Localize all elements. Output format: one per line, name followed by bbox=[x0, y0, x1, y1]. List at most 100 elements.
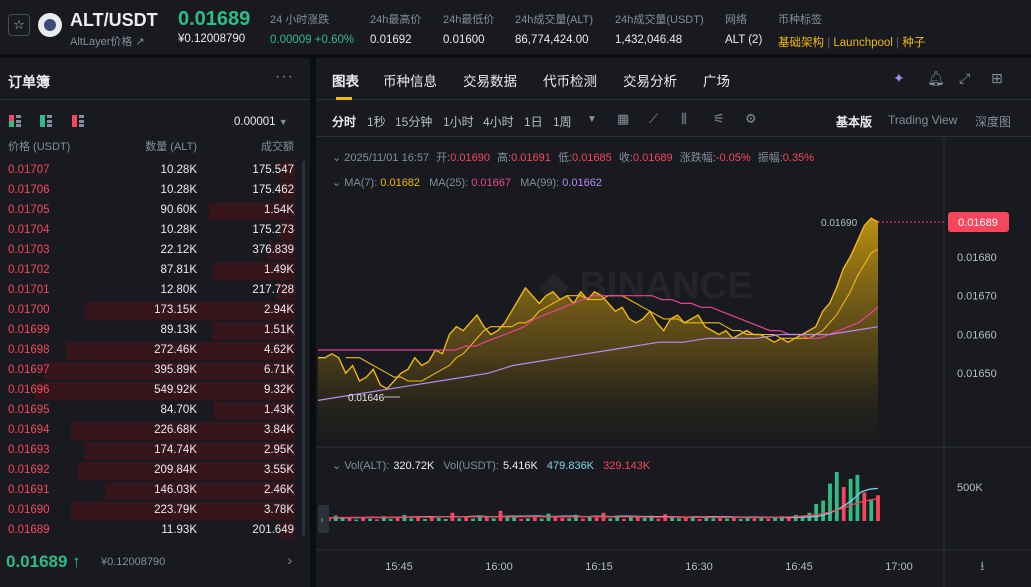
order-book-scrollbar[interactable] bbox=[302, 161, 305, 536]
volume-bar bbox=[773, 517, 777, 521]
precision-select[interactable]: 0.00001 ▼ bbox=[234, 116, 288, 128]
interval-1h[interactable]: 1小时 bbox=[443, 115, 474, 129]
volume-bar bbox=[869, 499, 874, 521]
ask-price: 0.01689 bbox=[8, 524, 50, 536]
pair-title[interactable]: ALT/USDT bbox=[70, 10, 158, 30]
ask-price: 0.01707 bbox=[8, 164, 50, 176]
ask-price: 0.01697 bbox=[8, 364, 50, 376]
tag-infrastructure[interactable]: 基础架构 bbox=[778, 37, 824, 49]
y-tick-label: 0.01680 bbox=[957, 252, 997, 264]
view-basic[interactable]: 基本版 bbox=[836, 115, 873, 129]
ask-qty: 90.60K bbox=[160, 204, 197, 216]
ma25-line bbox=[318, 295, 879, 351]
low-marker-label: 0.01646 bbox=[348, 393, 385, 404]
ai-sparkle-icon[interactable]: ✦ bbox=[893, 70, 905, 86]
ask-row[interactable]: 0.01689 11.93K 201.649 bbox=[0, 521, 310, 541]
tab-trade-analysis[interactable]: 交易分析 bbox=[623, 74, 677, 89]
tab-chart[interactable]: 图表 bbox=[332, 74, 359, 89]
book-mode-both-icon[interactable] bbox=[9, 115, 21, 127]
chevron-right-icon[interactable]: › bbox=[287, 552, 292, 568]
ask-qty: 12.80K bbox=[160, 284, 197, 296]
ask-row[interactable]: 0.01696 549.92K 9.32K bbox=[0, 381, 310, 401]
book-mode-asks-icon[interactable] bbox=[71, 115, 84, 127]
tab-trading-data[interactable]: 交易数据 bbox=[463, 74, 517, 89]
ask-row[interactable]: 0.01707 10.28K 175.547 bbox=[0, 161, 310, 181]
ask-qty: 395.89K bbox=[154, 364, 197, 376]
ask-row[interactable]: 0.01697 395.89K 6.71K bbox=[0, 361, 310, 381]
volume-bar bbox=[608, 518, 613, 521]
more-options-icon[interactable]: ··· bbox=[275, 68, 294, 85]
volume-bar bbox=[635, 516, 640, 521]
x-tick-label: 16:00 bbox=[485, 561, 513, 573]
x-tick-label: 16:15 bbox=[585, 561, 613, 573]
ask-row[interactable]: 0.01702 87.81K 1.49K bbox=[0, 261, 310, 281]
watermark-logo: ◆ BINANCE bbox=[539, 265, 753, 307]
volume-bar bbox=[738, 519, 743, 521]
ask-row[interactable]: 0.01701 12.80K 217.728 bbox=[0, 281, 310, 301]
expand-icon[interactable]: ⤢ bbox=[959, 70, 971, 86]
interval-1w[interactable]: 1周 bbox=[553, 115, 572, 129]
ask-price: 0.01700 bbox=[8, 304, 50, 316]
indicator-icon[interactable]: ⟋ bbox=[649, 111, 659, 126]
book-mode-bids-icon[interactable] bbox=[40, 115, 53, 127]
tab-coin-info[interactable]: 币种信息 bbox=[383, 74, 437, 89]
ask-row[interactable]: 0.01690 223.79K 3.78K bbox=[0, 501, 310, 521]
ask-price: 0.01695 bbox=[8, 404, 50, 416]
interval-dropdown-icon[interactable]: ▼ bbox=[587, 114, 597, 125]
interval-line[interactable]: 分时 bbox=[332, 115, 357, 129]
volume-bar bbox=[766, 518, 771, 521]
bell-icon[interactable]: 🔔︎ bbox=[927, 70, 945, 86]
interval-15m[interactable]: 15分钟 bbox=[395, 115, 433, 129]
ask-row[interactable]: 0.01699 89.13K 1.51K bbox=[0, 321, 310, 341]
tag-launchpool[interactable]: Launchpool bbox=[833, 37, 893, 49]
ask-qty: 84.70K bbox=[160, 404, 197, 416]
ask-price: 0.01699 bbox=[8, 324, 50, 336]
gear-icon[interactable]: ⚙ bbox=[745, 111, 757, 126]
volume-bar bbox=[471, 518, 475, 521]
volume-bar bbox=[821, 500, 825, 521]
volume-bar bbox=[512, 515, 517, 521]
favorite-star-icon[interactable]: ☆ bbox=[8, 14, 30, 36]
volume-bar bbox=[848, 478, 853, 521]
ask-row[interactable]: 0.01700 173.15K 2.94K bbox=[0, 301, 310, 321]
depth-bar bbox=[71, 502, 295, 520]
volume-bar bbox=[402, 514, 407, 521]
ask-qty: 272.46K bbox=[154, 344, 197, 356]
price-chart[interactable]: ◆ BINANCE 0.01680 0.01670 0.01660 0.01650 0.… bbox=[316, 138, 1031, 587]
chart-settings-icon[interactable]: ⚟ bbox=[713, 111, 725, 126]
ask-row[interactable]: 0.01695 84.70K 1.43K bbox=[0, 401, 310, 421]
depth-bar bbox=[43, 362, 295, 380]
ask-row[interactable]: 0.01703 22.12K 376.839 bbox=[0, 241, 310, 261]
stat-network[interactable]: 网络 ALT (2) bbox=[725, 11, 762, 46]
tab-token-check[interactable]: 代币检测 bbox=[543, 74, 597, 89]
ask-total: 2.46K bbox=[263, 484, 294, 496]
ask-row[interactable]: 0.01704 10.28K 175.273 bbox=[0, 221, 310, 241]
ask-row[interactable]: 0.01698 272.46K 4.62K bbox=[0, 341, 310, 361]
ask-row[interactable]: 0.01692 209.84K 3.55K bbox=[0, 461, 310, 481]
interval-1d[interactable]: 1日 bbox=[524, 115, 543, 129]
volume-bar bbox=[388, 519, 393, 521]
layout-grid-icon[interactable]: ⊞ bbox=[991, 70, 1003, 86]
stat-label: 24 小时涨跌 bbox=[270, 14, 330, 26]
ask-row[interactable]: 0.01693 174.74K 2.95K bbox=[0, 441, 310, 461]
calendar-icon[interactable]: ▦ bbox=[617, 111, 630, 126]
tag-seed[interactable]: 种子 bbox=[902, 37, 926, 49]
ask-row[interactable]: 0.01706 10.28K 175.462 bbox=[0, 181, 310, 201]
interval-4h[interactable]: 4小时 bbox=[483, 115, 514, 129]
ask-row[interactable]: 0.01691 146.03K 2.46K bbox=[0, 481, 310, 501]
ask-row[interactable]: 0.01705 90.60K 1.54K bbox=[0, 201, 310, 221]
fit-height-icon[interactable]: ⭳ bbox=[980, 559, 985, 574]
order-book-last-price: 0.01689 ↑ bbox=[6, 552, 81, 571]
depth-bar bbox=[35, 382, 295, 400]
interval-1s[interactable]: 1秒 bbox=[367, 115, 386, 129]
chart-scroll-left-button[interactable] bbox=[318, 505, 329, 533]
view-depth[interactable]: 深度图 bbox=[975, 115, 1012, 129]
candle-style-icon[interactable]: ⫼ bbox=[681, 111, 687, 126]
volume-bar bbox=[704, 516, 709, 521]
tab-square[interactable]: 广场 bbox=[703, 74, 730, 89]
view-tradingview[interactable]: Trading View bbox=[888, 113, 958, 127]
ask-row[interactable]: 0.01694 226.68K 3.84K bbox=[0, 421, 310, 441]
coin-price-link[interactable]: AltLayer价格 ↗ bbox=[70, 36, 145, 48]
ask-qty: 226.68K bbox=[154, 424, 197, 436]
volume-bar bbox=[375, 519, 379, 521]
